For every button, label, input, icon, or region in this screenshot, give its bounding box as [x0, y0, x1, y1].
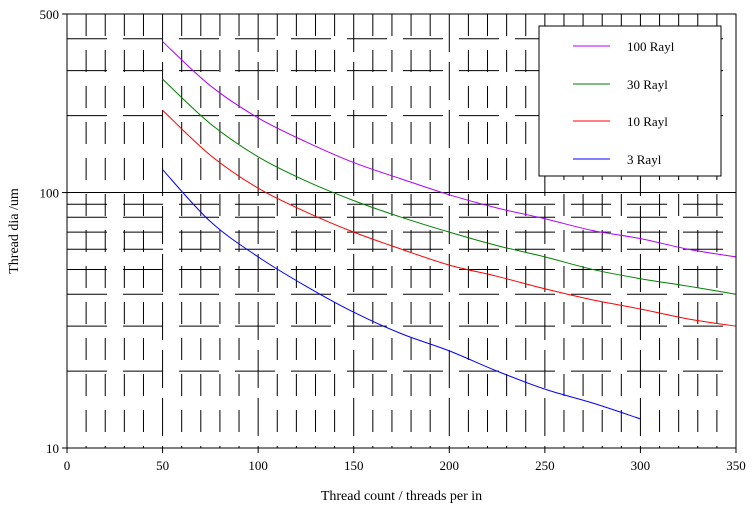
legend: 100 Rayl 30 Rayl 10 Rayl 3 Rayl: [538, 25, 722, 177]
y-axis-title: Thread dia /um: [7, 188, 22, 274]
x-tick-label: 200: [440, 458, 460, 473]
x-tick-label: 100: [248, 458, 268, 473]
legend-label: 100 Rayl: [627, 39, 675, 54]
series-line-3-rayl: [162, 169, 641, 420]
x-tick-label: 50: [156, 458, 169, 473]
legend-box: [538, 25, 722, 177]
x-axis-ticks: 0 50 100 150 200 250 300 350: [64, 448, 746, 473]
y-tick-label: 100: [40, 186, 60, 201]
grid: [66, 13, 737, 449]
x-axis-title: Thread count / threads per in: [321, 489, 482, 504]
legend-label: 3 Rayl: [627, 152, 662, 167]
plot-frame: [66, 13, 737, 449]
series-line-10-rayl: [162, 109, 737, 327]
y-axis-ticks: 10 100 500: [40, 7, 67, 456]
series-lines: [162, 41, 737, 420]
x-tick-label: 250: [535, 458, 555, 473]
series-line-30-rayl: [162, 78, 737, 295]
series-line-100-rayl: [162, 41, 737, 258]
x-tick-label: 0: [64, 458, 71, 473]
x-tick-label: 150: [344, 458, 364, 473]
y-tick-label: 10: [46, 441, 59, 456]
x-tick-label: 350: [726, 458, 746, 473]
legend-label: 30 Rayl: [627, 77, 668, 92]
y-tick-label: 500: [40, 7, 60, 22]
legend-label: 10 Rayl: [627, 114, 668, 129]
x-tick-label: 300: [631, 458, 651, 473]
